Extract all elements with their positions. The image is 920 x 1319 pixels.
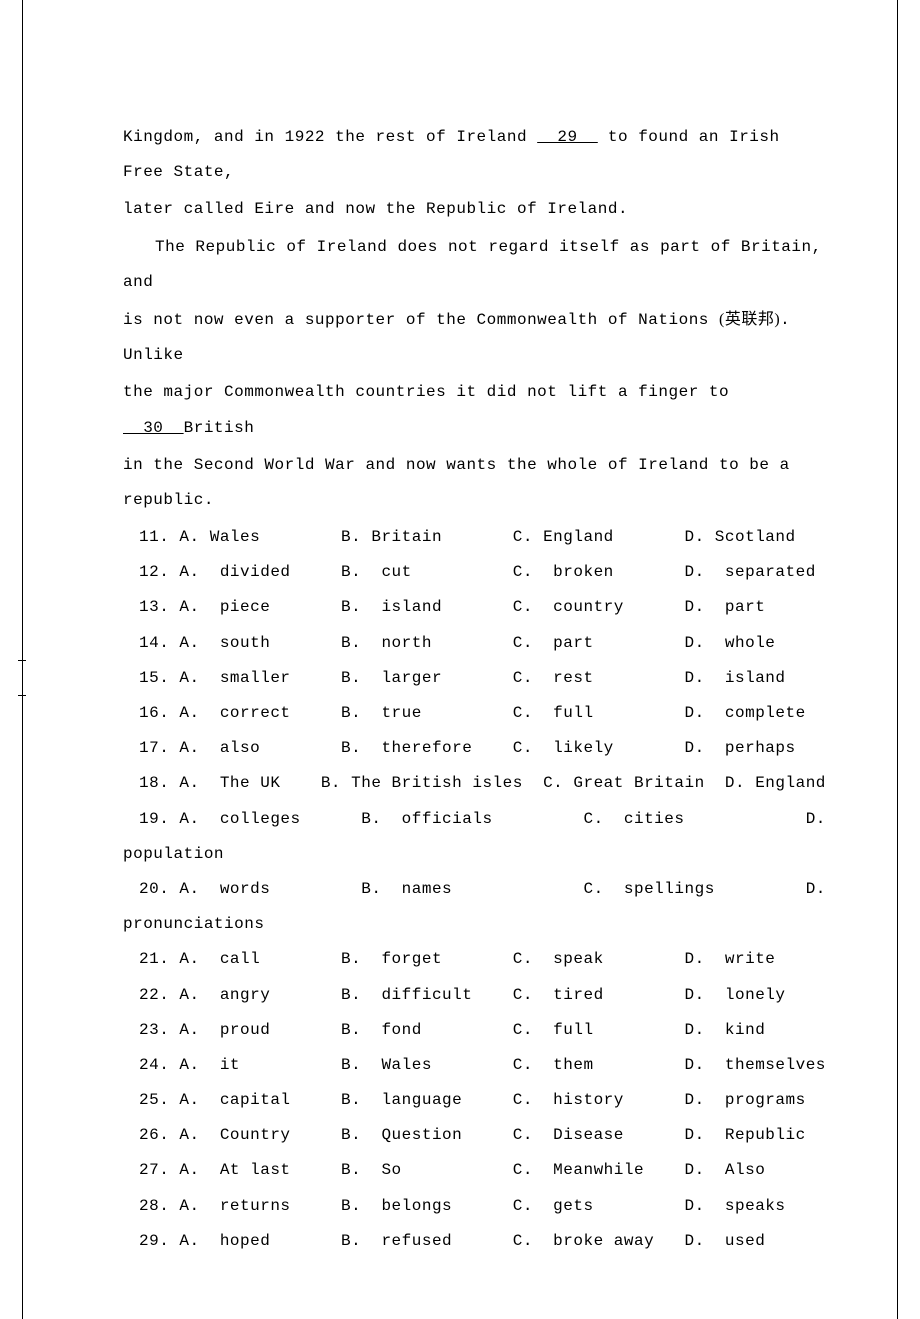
- text: in the Second World War and now wants th…: [123, 456, 790, 509]
- question-line: 26. A. Country B. Question C. Disease D.…: [139, 1118, 829, 1153]
- passage-line: The Republic of Ireland does not regard …: [123, 230, 829, 300]
- question-line: 20. A. words B. names C. spellings D.: [139, 872, 829, 907]
- question-line: 25. A. capital B. language C. history D.…: [139, 1083, 829, 1118]
- question-line: 13. A. piece B. island C. country D. par…: [139, 590, 829, 625]
- text: is not now even a supporter of the Commo…: [123, 311, 790, 364]
- question-line: 14. A. south B. north C. part D. whole: [139, 626, 829, 661]
- question-wrap-line: pronunciations: [123, 907, 829, 942]
- margin-tick: [18, 660, 26, 661]
- question-wrap-line: population: [123, 837, 829, 872]
- question-line: 11. A. Wales B. Britain C. England D. Sc…: [139, 520, 829, 555]
- text: British: [184, 419, 255, 437]
- text: The Republic of Ireland does not regard …: [123, 238, 822, 291]
- passage-line: later called Eire and now the Republic o…: [123, 192, 829, 227]
- question-line: 21. A. call B. forget C. speak D. write: [139, 942, 829, 977]
- text: later called Eire and now the Republic o…: [123, 200, 628, 218]
- question-line: 29. A. hoped B. refused C. broke away D.…: [139, 1224, 829, 1259]
- margin-tick: [18, 695, 26, 696]
- question-line: 23. A. proud B. fond C. full D. kind: [139, 1013, 829, 1048]
- blank-29: 29: [537, 128, 598, 146]
- question-line: 16. A. correct B. true C. full D. comple…: [139, 696, 829, 731]
- passage-line: is not now even a supporter of the Commo…: [123, 302, 829, 373]
- question-line: 22. A. angry B. difficult C. tired D. lo…: [139, 978, 829, 1013]
- passage-line: in the Second World War and now wants th…: [123, 448, 829, 518]
- question-line: 15. A. smaller B. larger C. rest D. isla…: [139, 661, 829, 696]
- question-line: 24. A. it B. Wales C. them D. themselves: [139, 1048, 829, 1083]
- blank-30: 30: [123, 419, 184, 437]
- text: the major Commonwealth countries it did …: [123, 383, 729, 401]
- question-line: 17. A. also B. therefore C. likely D. pe…: [139, 731, 829, 766]
- question-line: 27. A. At last B. So C. Meanwhile D. Als…: [139, 1153, 829, 1188]
- questions-block: 11. A. Wales B. Britain C. England D. Sc…: [123, 520, 829, 1259]
- text: Kingdom, and in 1922 the rest of Ireland: [123, 128, 537, 146]
- passage-line: the major Commonwealth countries it did …: [123, 375, 829, 445]
- page: Kingdom, and in 1922 the rest of Ireland…: [22, 0, 898, 1319]
- question-line: 18. A. The UK B. The British isles C. Gr…: [139, 766, 829, 801]
- question-line: 12. A. divided B. cut C. broken D. separ…: [139, 555, 829, 590]
- question-line: 19. A. colleges B. officials C. cities D…: [139, 802, 829, 837]
- question-line: 28. A. returns B. belongs C. gets D. spe…: [139, 1189, 829, 1224]
- passage-line: Kingdom, and in 1922 the rest of Ireland…: [123, 120, 829, 190]
